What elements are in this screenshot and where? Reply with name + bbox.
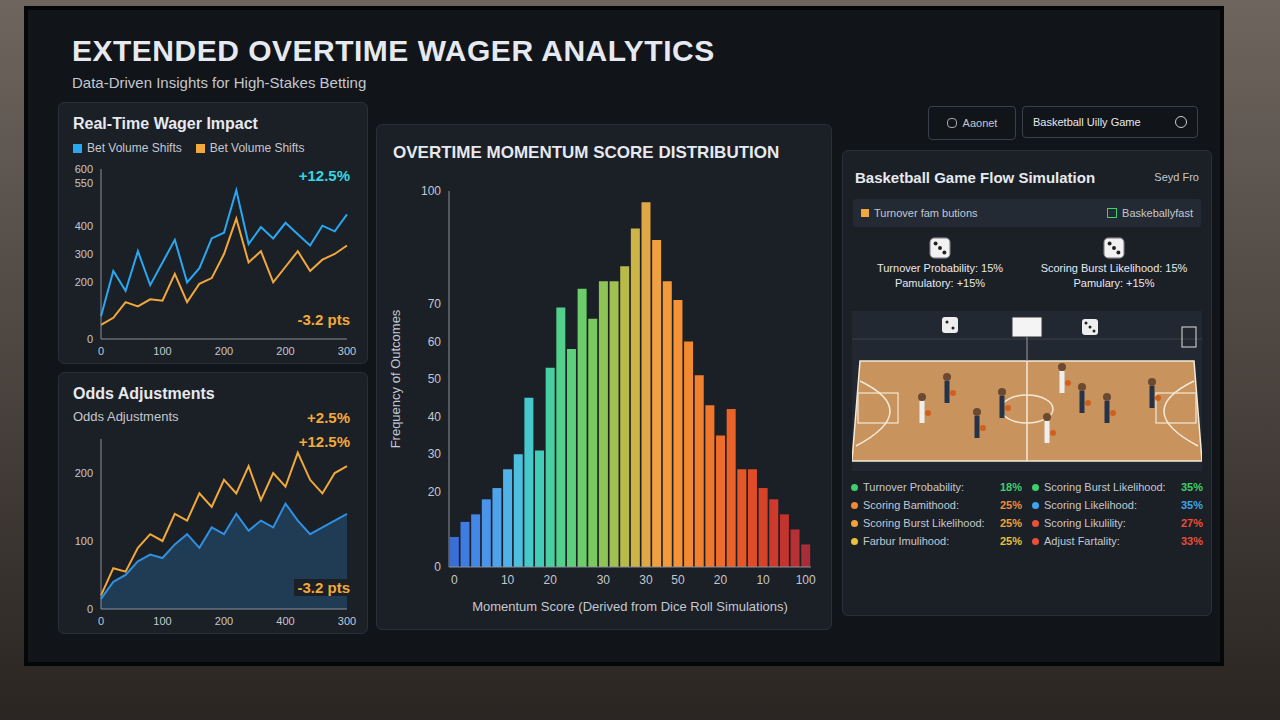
html-text:Data-Driven Insights for High-: Data-Driven Insights for High-Stakes Bet…: [72, 74, 367, 91]
html-text:Odds Adjustments: Odds Adjustments: [73, 409, 179, 424]
html-text:Turnover fam butions: Turnover fam butions: [874, 207, 978, 219]
html-text:Scoring Bamithood:: Scoring Bamithood:: [863, 499, 959, 511]
svg-text:0: 0: [98, 615, 104, 627]
svg-text:30: 30: [428, 447, 442, 461]
html-text:Scoring Likulility:: Scoring Likulility:: [1044, 517, 1126, 529]
svg-text:Momentum Score (Derived from D: Momentum Score (Derived from Dice Roll S…: [472, 599, 788, 614]
html-text:-3.2 pts: -3.2 pts: [297, 311, 350, 328]
svg-text:40: 40: [428, 410, 442, 424]
svg-text:20: 20: [428, 485, 442, 499]
svg-text:20: 20: [714, 573, 728, 587]
html-text:35%: 35%: [1181, 499, 1203, 511]
html-text:Bet Volume Shifts: Bet Volume Shifts: [87, 141, 182, 155]
svg-text:300: 300: [338, 345, 356, 357]
svg-text:200: 200: [276, 345, 294, 357]
html-text:+12.5%: +12.5%: [298, 167, 350, 184]
svg-text:300: 300: [75, 248, 93, 260]
svg-text:0: 0: [87, 333, 93, 345]
html-text:Adjust Fartality:: Adjust Fartality:: [1044, 535, 1120, 547]
svg-text:100: 100: [796, 573, 816, 587]
html-text:25%: 25%: [1000, 535, 1022, 547]
svg-text:50: 50: [671, 573, 685, 587]
svg-text:10: 10: [501, 573, 515, 587]
html-text:Scoring Likelihood:: Scoring Likelihood:: [1044, 499, 1137, 511]
svg-text:100: 100: [75, 535, 93, 547]
svg-text:50: 50: [428, 372, 442, 386]
html-text:Basketball Game Flow Simulatio: Basketball Game Flow Simulation: [855, 169, 1096, 186]
html-text:+12.5%: +12.5%: [298, 433, 350, 450]
html-text:Baskeballyfast: Baskeballyfast: [1122, 207, 1193, 219]
svg-text:400: 400: [75, 220, 93, 232]
html-text:Odds Adjustments: Odds Adjustments: [73, 385, 215, 402]
svg-text:70: 70: [428, 297, 442, 311]
svg-text:30: 30: [597, 573, 611, 587]
svg-text:0: 0: [434, 560, 441, 574]
html-text:Real-Time Wager Impact: Real-Time Wager Impact: [73, 115, 258, 132]
svg-text:30: 30: [639, 573, 653, 587]
html-text:35%: 35%: [1181, 481, 1203, 493]
html-text:EXTENDED OVERTIME WAGER ANALYT: EXTENDED OVERTIME WAGER ANALYTICS: [72, 34, 715, 67]
svg-text:Frequency of Outcomes: Frequency of Outcomes: [388, 309, 403, 448]
svg-text:0: 0: [87, 603, 93, 615]
svg-text:100: 100: [153, 615, 171, 627]
svg-text:10: 10: [756, 573, 770, 587]
html-text:25%: 25%: [1000, 499, 1022, 511]
svg-text:200: 200: [215, 345, 233, 357]
svg-text:200: 200: [75, 467, 93, 479]
svg-text:550: 550: [75, 177, 93, 189]
html-text:Scoring Burst Likelihood: 15%: Scoring Burst Likelihood: 15%: [1040, 262, 1188, 274]
html-text:Turnover Probability:: Turnover Probability:: [863, 481, 965, 493]
html-text:27%: 27%: [1181, 517, 1203, 529]
html-text:Basketball Uilly Game: Basketball Uilly Game: [1033, 116, 1141, 128]
html-text:Farbur Imulihood:: Farbur Imulihood:: [863, 535, 950, 547]
svg-text:600: 600: [75, 163, 93, 175]
html-text:OVERTIME MOMENTUM SCORE DISTRI: OVERTIME MOMENTUM SCORE DISTRIBUTION: [393, 143, 780, 162]
html-text:-3.2 pts: -3.2 pts: [297, 579, 350, 596]
html-text:Pamulatory: +15%: Pamulatory: +15%: [894, 277, 986, 289]
html-text:Seyd Fro: Seyd Fro: [1154, 171, 1199, 183]
html-text:25%: 25%: [1000, 517, 1022, 529]
html-text:Scoring Burst Likelihood:: Scoring Burst Likelihood:: [863, 517, 985, 529]
html-text:Bet Volume Shifts: Bet Volume Shifts: [209, 141, 305, 155]
svg-text:60: 60: [428, 335, 442, 349]
svg-text:100: 100: [421, 184, 441, 198]
svg-text:400: 400: [276, 615, 294, 627]
html-text:+2.5%: +2.5%: [307, 409, 350, 426]
html-text:Scoring Burst Likelihood:: Scoring Burst Likelihood:: [1044, 481, 1166, 493]
svg-text:20: 20: [543, 573, 557, 587]
html-text:Turnover Probability: 15%: Turnover Probability: 15%: [876, 262, 1004, 274]
svg-text:300: 300: [338, 615, 356, 627]
html-text:18%: 18%: [1000, 481, 1022, 493]
html-text:Aaonet: Aaonet: [962, 117, 998, 129]
svg-text:0: 0: [98, 345, 104, 357]
html-text:Pamulary: +15%: Pamulary: +15%: [1073, 277, 1155, 289]
html-text:33%: 33%: [1181, 535, 1203, 547]
svg-text:200: 200: [215, 615, 233, 627]
svg-text:200: 200: [75, 276, 93, 288]
svg-text:100: 100: [153, 345, 171, 357]
svg-text:0: 0: [451, 573, 458, 587]
